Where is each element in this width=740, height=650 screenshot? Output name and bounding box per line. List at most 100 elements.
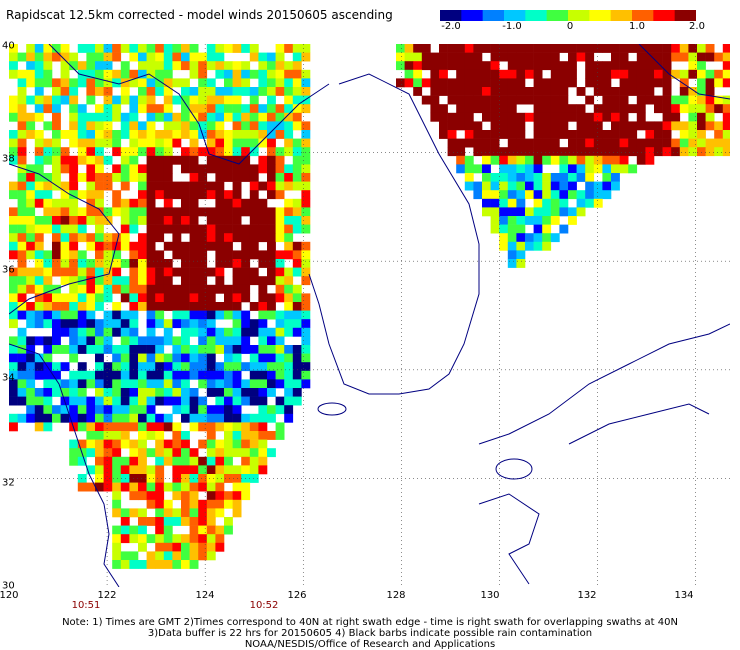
wind-cell [284, 173, 294, 182]
wind-cell [198, 534, 208, 544]
wind-cell [103, 241, 113, 251]
wind-cell [232, 413, 242, 423]
wind-cell [181, 155, 190, 165]
wind-cell [224, 456, 233, 466]
wind-cell [249, 224, 259, 234]
wind-cell [34, 276, 44, 286]
wind-cell [155, 69, 165, 79]
wind-cell [129, 293, 139, 303]
wind-cell [301, 69, 311, 79]
wind-cell [189, 233, 199, 243]
wind-cell [602, 61, 612, 71]
wind-cell [163, 379, 173, 389]
wind-cell [26, 345, 36, 354]
wind-cell [112, 147, 122, 157]
wind-cell [671, 104, 681, 114]
wind-cell [138, 302, 147, 311]
wind-cell [490, 155, 500, 165]
wind-cell [232, 87, 242, 96]
wind-cell [189, 293, 199, 303]
wind-cell [69, 396, 79, 406]
wind-cell [241, 456, 251, 466]
colorbar-segment [589, 10, 612, 21]
wind-cell [404, 69, 414, 79]
wind-cell [69, 155, 79, 165]
wind-cell [550, 44, 560, 53]
wind-cell [34, 95, 44, 105]
wind-cell [413, 52, 423, 62]
wind-cell [52, 147, 61, 157]
wind-cell [499, 216, 509, 225]
wind-cell [69, 319, 79, 329]
wind-cell [112, 482, 122, 492]
wind-cell [138, 448, 147, 458]
wind-cell [275, 112, 285, 122]
wind-cell [146, 319, 156, 329]
wind-cell [447, 87, 457, 96]
wind-cell [602, 155, 612, 165]
wind-cell [628, 44, 638, 53]
wind-cell [77, 104, 87, 114]
wind-cell [275, 319, 285, 329]
wind-cell [714, 130, 724, 139]
wind-cell [516, 95, 526, 105]
wind-cell [232, 112, 242, 122]
wind-cell [550, 87, 560, 96]
wind-cell [585, 130, 595, 139]
wind-cell [26, 310, 36, 320]
wind-cell [516, 44, 526, 53]
wind-cell [688, 61, 698, 71]
wind-cell [267, 448, 276, 458]
wind-cell [146, 517, 156, 526]
wind-cell [232, 499, 242, 509]
wind-cell [52, 241, 61, 251]
wind-cell [43, 310, 53, 320]
wind-cell [241, 198, 251, 208]
wind-cell [138, 104, 147, 114]
wind-cell [95, 112, 104, 122]
wind-cell [284, 216, 294, 225]
wind-cell [396, 52, 405, 62]
wind-cell [301, 250, 311, 260]
wind-cell [43, 379, 53, 389]
wind-cell [172, 155, 182, 165]
wind-cell [275, 353, 285, 363]
wind-cell [181, 198, 190, 208]
wind-cell [533, 190, 543, 200]
wind-cell [722, 147, 730, 157]
wind-cell [258, 224, 268, 234]
wind-cell [112, 310, 122, 320]
wind-cell [241, 224, 251, 234]
wind-cell [9, 216, 18, 225]
wind-cell [284, 104, 294, 114]
wind-cell [146, 302, 156, 311]
wind-cell [628, 121, 638, 131]
wind-cell [129, 439, 139, 449]
wind-cell [77, 310, 87, 320]
wind-cell [516, 173, 526, 182]
wind-cell [69, 87, 79, 96]
wind-cell [533, 112, 543, 122]
wind-cell [17, 302, 27, 311]
wind-cell [103, 388, 113, 397]
wind-cell [679, 104, 689, 114]
wind-cell [611, 138, 620, 148]
wind-cell [224, 284, 233, 294]
wind-cell [525, 112, 534, 122]
wind-cell [9, 95, 18, 105]
wind-cell [241, 362, 251, 372]
wind-cell [249, 95, 259, 105]
wind-cell [516, 164, 526, 174]
wind-cell [258, 302, 268, 311]
wind-cell [69, 413, 79, 423]
wind-cell [499, 190, 509, 200]
wind-cell [34, 396, 44, 406]
wind-cell [284, 405, 294, 415]
wind-cell [275, 336, 285, 346]
wind-cell [215, 302, 225, 311]
wind-cell [95, 370, 104, 380]
wind-cell [576, 155, 586, 165]
wind-cell [77, 293, 87, 303]
wind-cell [301, 370, 311, 380]
wind-cell [224, 112, 233, 122]
